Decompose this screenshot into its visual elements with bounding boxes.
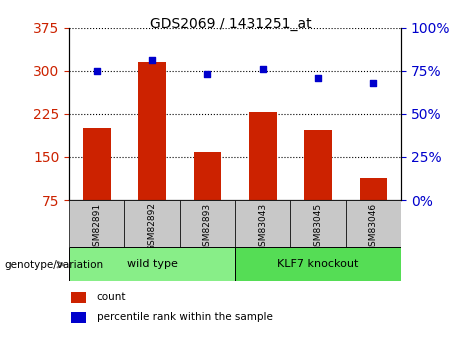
- Text: GSM83045: GSM83045: [313, 203, 323, 252]
- Text: GSM82892: GSM82892: [148, 203, 157, 252]
- Bar: [194, 152, 221, 200]
- Bar: [346, 200, 401, 247]
- Bar: [138, 62, 166, 200]
- Text: wild type: wild type: [127, 259, 177, 269]
- Point: [93, 68, 100, 73]
- Text: GSM82891: GSM82891: [92, 203, 101, 252]
- Text: percentile rank within the sample: percentile rank within the sample: [97, 313, 273, 322]
- Bar: [360, 178, 387, 200]
- Bar: [69, 247, 235, 281]
- Bar: [69, 200, 124, 247]
- Text: GSM83043: GSM83043: [258, 203, 267, 252]
- Point: [314, 75, 322, 80]
- Bar: [290, 200, 346, 247]
- Point: [370, 80, 377, 86]
- Point: [259, 66, 266, 72]
- Bar: [235, 200, 290, 247]
- Bar: [304, 130, 332, 200]
- Text: GSM83046: GSM83046: [369, 203, 378, 252]
- Text: count: count: [97, 292, 126, 302]
- Bar: [249, 112, 277, 200]
- Point: [204, 71, 211, 77]
- Text: genotype/variation: genotype/variation: [5, 260, 104, 269]
- Bar: [124, 200, 180, 247]
- Bar: [180, 200, 235, 247]
- Text: GSM82893: GSM82893: [203, 203, 212, 252]
- Bar: [235, 247, 401, 281]
- Point: [148, 58, 156, 63]
- Text: GDS2069 / 1431251_at: GDS2069 / 1431251_at: [150, 17, 311, 31]
- Bar: [83, 128, 111, 200]
- Text: KLF7 knockout: KLF7 knockout: [278, 259, 359, 269]
